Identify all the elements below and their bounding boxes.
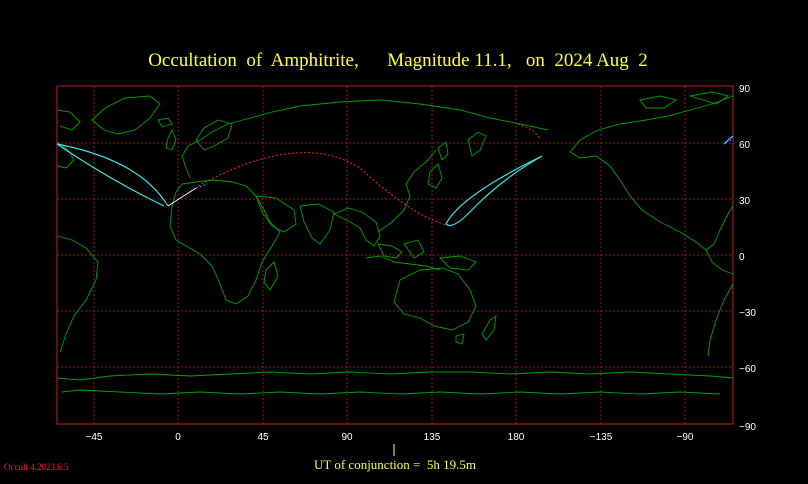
lon-tick-label: 0 [175, 432, 181, 443]
software-version: Occult 4.2023.6.5 [4, 462, 69, 472]
coastlines [56, 91, 734, 395]
occultation-path [56, 123, 734, 227]
lon-tick-label: −45 [86, 432, 103, 443]
lat-tick-label: 30 [739, 196, 751, 207]
lon-tick-label: 135 [424, 432, 441, 443]
lat-tick-label: −60 [739, 364, 756, 375]
centre-line-east [517, 123, 541, 139]
title-magnitude: Magnitude 11.1, [387, 50, 512, 71]
path-start-dashes [195, 183, 209, 189]
lat-tick-label: 0 [739, 252, 745, 263]
lon-tick-label: −90 [677, 432, 694, 443]
lat-tick-label: −90 [739, 422, 756, 433]
lat-tick-label: 60 [739, 140, 751, 151]
lon-tick-label: 90 [341, 432, 353, 443]
centre-line [197, 152, 453, 227]
graticule [57, 86, 733, 424]
north-limit [56, 143, 169, 207]
end-marker [728, 138, 731, 141]
conjunction-time: UT of conjunction = 5h 19.5m [314, 457, 476, 472]
lon-tick-label: −135 [590, 432, 613, 443]
title-date: on 2024 Aug 2 [525, 50, 648, 71]
lon-tick-label: 180 [508, 432, 525, 443]
path-start-segment [167, 187, 197, 207]
south-limit [56, 143, 165, 207]
longitude-labels: −45 0 45 90 135 180 −135 −90 [86, 432, 694, 443]
title-object: Amphitrite, [270, 50, 359, 71]
latitude-labels: 90 60 30 0 −30 −60 −90 [739, 84, 756, 433]
title-prefix: Occultation of [148, 50, 263, 71]
east-loop [445, 155, 543, 227]
lat-tick-label: 90 [739, 84, 751, 95]
map-title: Occultation of Amphitrite, Magnitude 11.… [0, 50, 796, 72]
lat-tick-label: −30 [739, 308, 756, 319]
lon-tick-label: 45 [257, 432, 269, 443]
